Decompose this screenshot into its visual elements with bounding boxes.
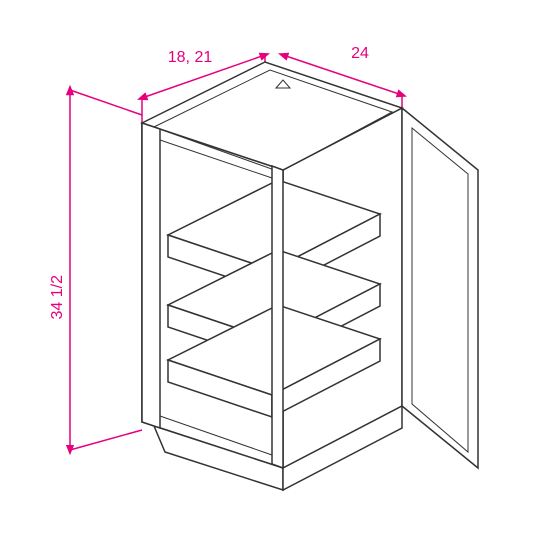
door-slab	[402, 108, 478, 468]
dim-label-height: 34 1/2	[49, 275, 66, 320]
cabinet-door-open	[402, 108, 478, 468]
front-stile-left	[142, 123, 160, 428]
dim-ext-height-bot	[70, 430, 142, 450]
cabinet-dimension-diagram: 34 1/2 18, 21 24 19" 10-1/2"	[0, 0, 533, 533]
dim-label-depth: 24	[351, 45, 369, 62]
dim-ext-height-top	[70, 90, 142, 115]
cabinet-body	[142, 62, 402, 490]
front-stile-right	[272, 166, 283, 468]
dim-label-width: 18, 21	[168, 49, 213, 66]
